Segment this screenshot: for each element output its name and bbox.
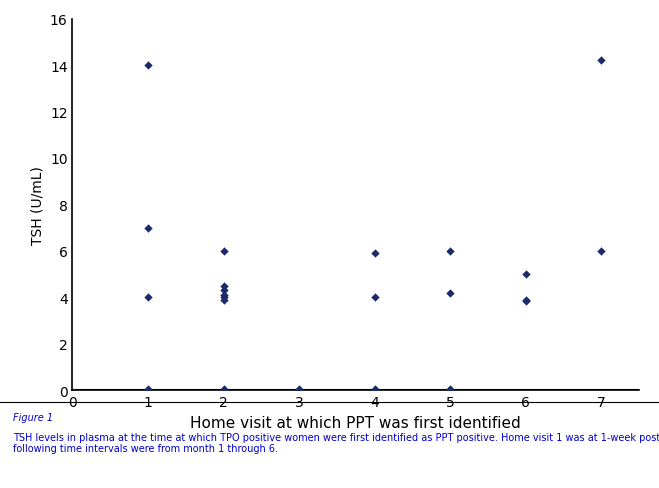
- Point: [143, 294, 154, 302]
- Point: [143, 62, 154, 70]
- Point: [370, 250, 380, 258]
- Point: [143, 224, 154, 232]
- Point: [218, 287, 229, 295]
- Point: [596, 247, 607, 255]
- Point: [218, 386, 229, 393]
- Point: [218, 291, 229, 299]
- Point: [143, 386, 154, 393]
- Point: [445, 289, 455, 297]
- Point: [218, 247, 229, 255]
- Point: [596, 58, 607, 65]
- Point: [370, 294, 380, 302]
- Point: [445, 247, 455, 255]
- Point: [521, 270, 531, 278]
- Point: [218, 296, 229, 304]
- Text: Figure 1: Figure 1: [13, 412, 53, 422]
- Text: TSH levels in plasma at the time at which TPO positive women were first identifi: TSH levels in plasma at the time at whic…: [13, 432, 659, 453]
- X-axis label: Home visit at which PPT was first identified: Home visit at which PPT was first identi…: [190, 415, 521, 430]
- Point: [218, 294, 229, 302]
- Y-axis label: TSH (U/mL): TSH (U/mL): [30, 165, 44, 244]
- Point: [218, 282, 229, 290]
- Point: [445, 386, 455, 393]
- Point: [294, 386, 304, 393]
- Point: [521, 296, 531, 304]
- Point: [370, 386, 380, 393]
- Point: [521, 297, 531, 305]
